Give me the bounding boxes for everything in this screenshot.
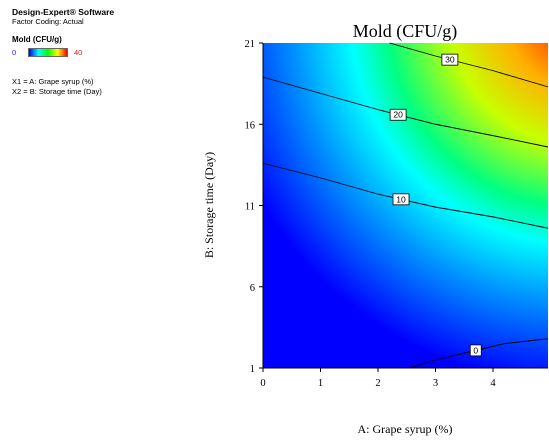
software-name: Design-Expert® Software	[12, 7, 115, 17]
contour-label: 20	[393, 110, 403, 120]
y-axis-title: B: Storage time (Day)	[202, 152, 216, 258]
y-tick-label: 16	[245, 120, 256, 131]
factor-x1: X1 = A: Grape syrup (%)	[12, 77, 94, 86]
x-tick-label: 4	[490, 378, 496, 389]
x-tick-label: 3	[433, 378, 438, 389]
contour-label: 10	[396, 194, 406, 204]
legend-max: 40	[74, 48, 83, 57]
plot-surface	[263, 43, 548, 368]
contour-line-20	[262, 76, 549, 148]
y-tick-label: 6	[250, 283, 255, 294]
contour-label-box	[441, 53, 459, 66]
contour-label-box	[392, 193, 410, 206]
y-tick-label: 21	[245, 39, 256, 50]
y-tick-label: 1	[250, 364, 255, 375]
x-axis-title: A: Grape syrup (%)	[358, 422, 453, 436]
y-tick-label: 11	[245, 202, 255, 213]
contour-line-30	[389, 42, 549, 88]
legend-title: Mold (CFU/g)	[12, 35, 62, 44]
contour-label: 30	[445, 55, 455, 65]
x-tick-label: 1	[318, 378, 323, 389]
chart-title: Mold (CFU/g)	[353, 21, 458, 42]
x-tick-label: 2	[375, 378, 380, 389]
legend-min: 0	[12, 48, 17, 57]
factor-coding: Factor Coding: Actual	[12, 17, 84, 26]
x-tick-label: 0	[260, 378, 265, 389]
factor-x2: X2 = B: Storage time (Day)	[12, 87, 102, 96]
legend-color-bar	[28, 48, 68, 57]
contour-label-box	[389, 108, 407, 121]
factor-list: X1 = A: Grape syrup (%) X2 = B: Storage …	[12, 77, 212, 97]
contour-lines: 0 10 20 30	[262, 42, 549, 369]
contour-label: 0	[473, 345, 478, 355]
contour-label-box	[469, 344, 482, 357]
color-legend: 0 40	[12, 48, 212, 57]
info-panel: Design-Expert® Software Factor Coding: A…	[12, 7, 212, 97]
